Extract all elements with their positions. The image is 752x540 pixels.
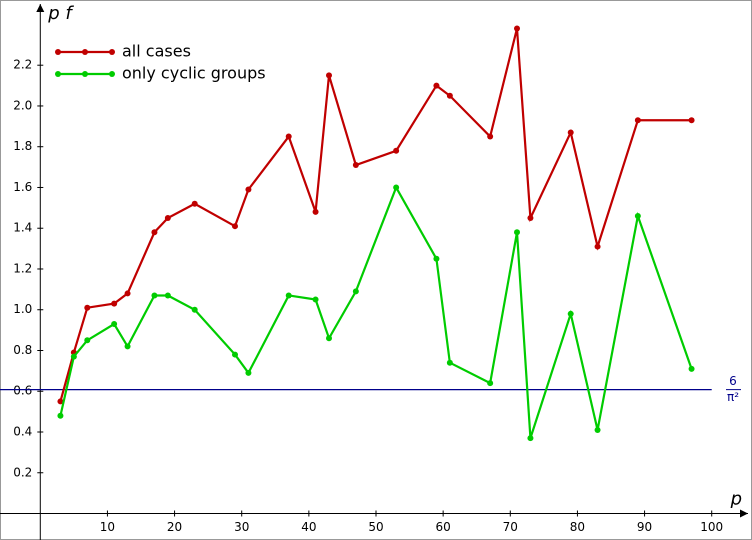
data-point: [124, 290, 131, 297]
data-point: [446, 359, 453, 366]
data-point: [164, 215, 171, 222]
data-point: [514, 229, 520, 236]
y-tick-label: 2.2: [13, 58, 32, 72]
data-point: [688, 365, 695, 372]
legend-dot: [55, 49, 61, 55]
data-point: [151, 292, 158, 299]
x-tick-label: 50: [368, 520, 383, 534]
data-point: [352, 162, 359, 169]
x-axis-arrow: [740, 509, 748, 518]
legend-dot: [82, 71, 88, 77]
data-point: [393, 184, 400, 191]
data-point: [567, 310, 574, 317]
data-point: [594, 426, 601, 433]
x-tick-label: 90: [637, 520, 652, 534]
legend-dot: [55, 71, 61, 77]
x-tick-label: 20: [167, 520, 182, 534]
y-tick-label: 0.4: [13, 425, 32, 439]
data-point: [164, 292, 171, 299]
y-tick-label: 0.6: [13, 384, 32, 398]
data-point: [393, 147, 400, 154]
data-point: [527, 215, 534, 222]
data-point: [352, 288, 359, 295]
legend-dot: [82, 49, 88, 55]
y-tick-label: 0.8: [13, 343, 32, 357]
data-point: [245, 186, 252, 193]
legend-dot: [109, 71, 115, 77]
reference-denominator: π²: [727, 390, 739, 404]
data-point: [57, 412, 64, 419]
x-tick-label: 80: [570, 520, 585, 534]
x-tick-label: 10: [100, 520, 115, 534]
data-point: [634, 117, 641, 124]
legend-dot: [109, 49, 115, 55]
y-tick-label: 1.6: [13, 180, 32, 194]
data-point: [446, 92, 453, 99]
y-tick-label: 0.2: [13, 465, 32, 479]
y-tick-label: 1.8: [13, 139, 32, 153]
y-axis-arrow: [36, 4, 45, 12]
data-point: [594, 243, 601, 250]
data-point: [151, 229, 158, 236]
reference-numerator: 6: [729, 374, 737, 388]
data-point: [312, 296, 319, 303]
data-point: [111, 321, 118, 327]
data-point: [245, 369, 252, 376]
data-point: [232, 351, 238, 358]
legend-label: only cyclic groups: [122, 64, 266, 83]
data-point: [124, 343, 131, 350]
x-tick-label: 70: [503, 520, 518, 534]
x-axis-label: p: [730, 489, 742, 510]
series-line: [59, 184, 693, 439]
data-point: [567, 129, 574, 136]
data-point: [285, 292, 292, 299]
data-point: [84, 337, 91, 344]
x-tick-label: 30: [234, 520, 249, 534]
data-point: [326, 72, 332, 79]
data-point: [433, 255, 440, 262]
y-axis-label: p f: [47, 3, 74, 24]
data-point: [70, 353, 77, 360]
data-point: [191, 200, 198, 207]
data-point: [57, 398, 64, 405]
data-point: [634, 213, 641, 219]
y-tick-label: 1.2: [13, 261, 32, 275]
data-point: [191, 306, 198, 313]
data-point: [326, 335, 332, 342]
y-tick-label: 1.0: [13, 302, 32, 316]
data-point: [433, 82, 440, 89]
x-tick-label: 100: [700, 520, 723, 534]
y-tick-label: 2.0: [13, 98, 32, 112]
data-point: [84, 304, 91, 311]
data-point: [285, 133, 292, 140]
legend-label: all cases: [122, 42, 191, 61]
x-tick-label: 60: [436, 520, 451, 534]
y-tick-label: 1.4: [13, 221, 32, 235]
data-point: [487, 133, 494, 140]
data-point: [487, 380, 494, 387]
data-point: [232, 223, 238, 230]
data-point: [514, 25, 520, 32]
data-point: [312, 208, 319, 215]
data-point: [527, 435, 534, 442]
data-point: [111, 300, 118, 307]
data-point: [688, 117, 695, 124]
x-tick-label: 40: [301, 520, 316, 534]
